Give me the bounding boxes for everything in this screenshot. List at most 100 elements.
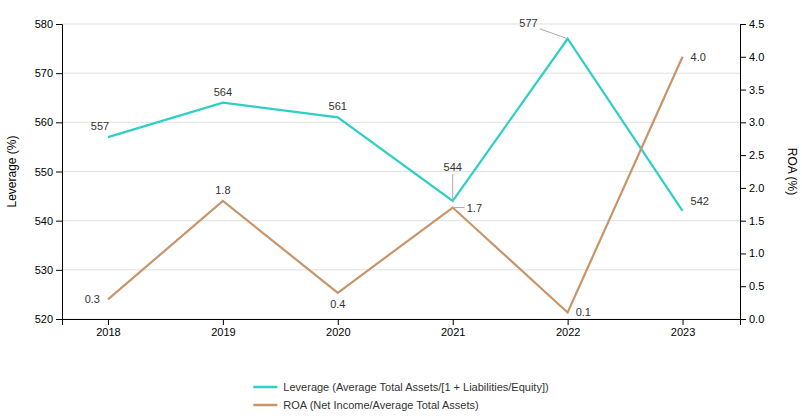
- tick-label: 520: [35, 313, 53, 325]
- tick: 2021: [441, 319, 465, 338]
- tick-mark: [338, 319, 339, 325]
- series-line: [108, 57, 683, 313]
- grid: [62, 24, 740, 319]
- axis-line: [63, 320, 741, 326]
- grid-line: [62, 24, 740, 25]
- tick: 580: [35, 18, 62, 30]
- leader-line: [540, 29, 568, 39]
- tick-label: 540: [35, 215, 53, 227]
- tick-mark: [740, 57, 746, 58]
- data-label: 561: [329, 100, 347, 112]
- tick: 0.5: [740, 280, 764, 292]
- tick-mark: [740, 90, 746, 91]
- tick-label: 2021: [441, 326, 465, 338]
- series-line: [108, 39, 683, 211]
- data-label: 0.4: [330, 298, 345, 310]
- tick-label: 4.0: [749, 51, 764, 63]
- tick-label: 2022: [556, 326, 580, 338]
- tick-mark: [56, 73, 62, 74]
- grid-line: [62, 171, 740, 172]
- tick: 3.5: [740, 84, 764, 96]
- tick-label: 1.0: [749, 247, 764, 259]
- legend-swatch: [253, 386, 277, 389]
- tick: 520: [35, 313, 62, 325]
- tick: 4.0: [740, 51, 764, 63]
- tick: 2018: [96, 319, 120, 338]
- tick-mark: [740, 319, 746, 320]
- tick: 2023: [671, 319, 695, 338]
- tick: 1.0: [740, 247, 764, 259]
- legend-swatch: [253, 404, 277, 407]
- grid-line: [62, 73, 740, 74]
- tick-label: 3.0: [749, 116, 764, 128]
- tick: 570: [35, 67, 62, 79]
- tick: 2020: [326, 319, 350, 338]
- legend-item: Leverage (Average Total Assets/[1 + Liab…: [253, 381, 548, 393]
- tick-label: 0.0: [749, 313, 764, 325]
- tick-label: 2.5: [749, 149, 764, 161]
- tick-mark: [453, 319, 454, 325]
- tick-mark: [56, 221, 62, 222]
- tick-label: 530: [35, 264, 53, 276]
- data-label: 557: [91, 120, 109, 132]
- tick-mark: [223, 319, 224, 325]
- tick-mark: [56, 319, 62, 320]
- tick: 2022: [556, 319, 580, 338]
- tick-mark: [56, 172, 62, 173]
- data-label: 564: [214, 86, 232, 98]
- tick-mark: [740, 24, 746, 25]
- y-axis-title: Leverage (%): [5, 135, 19, 207]
- axis-line: [56, 25, 63, 320]
- tick: 0.0: [740, 313, 764, 325]
- tick-mark: [740, 286, 746, 287]
- tick: 4.5: [740, 18, 764, 30]
- tick-label: 2023: [671, 326, 695, 338]
- tick-label: 4.5: [749, 18, 764, 30]
- tick-label: 550: [35, 166, 53, 178]
- tick-mark: [568, 319, 569, 325]
- tick: 3.0: [740, 116, 764, 128]
- tick-mark: [740, 253, 746, 254]
- tick-mark: [56, 122, 62, 123]
- tick: 530: [35, 264, 62, 276]
- axis-line: [741, 25, 747, 320]
- tick-label: 2019: [211, 326, 235, 338]
- tick-label: 2018: [96, 326, 120, 338]
- tick-label: 580: [35, 18, 53, 30]
- data-label: 544: [444, 161, 462, 173]
- tick-label: 2.0: [749, 182, 764, 194]
- legend: Leverage (Average Total Assets/[1 + Liab…: [253, 381, 548, 411]
- grid-line: [62, 122, 740, 123]
- tick-mark: [740, 221, 746, 222]
- y2-axis-title: ROA (%): [785, 148, 799, 195]
- tick-label: 570: [35, 67, 53, 79]
- leader-line: [452, 174, 453, 201]
- leader-line: [453, 207, 465, 208]
- legend-label: ROA (Net Income/Average Total Assets): [283, 399, 478, 411]
- grid-line: [62, 220, 740, 221]
- tick-mark: [740, 122, 746, 123]
- tick-label: 0.5: [749, 280, 764, 292]
- tick: 1.5: [740, 215, 764, 227]
- tick: 550: [35, 166, 62, 178]
- data-label: 0.1: [576, 306, 591, 318]
- data-label: 0.3: [85, 293, 100, 305]
- tick-mark: [740, 155, 746, 156]
- y2-axis: 0.0 0.5 1.0 1.5 2.0 2.5 3.0 3.5 4.0 4.5: [740, 18, 764, 325]
- data-label: 4.0: [691, 51, 706, 63]
- data-label: 577: [519, 17, 537, 29]
- tick-mark: [108, 319, 109, 325]
- tick: 2019: [211, 319, 235, 338]
- y-axis: 520 530 540 550 560 570 580: [35, 18, 63, 325]
- tick: 540: [35, 215, 62, 227]
- tick: 2.0: [740, 182, 764, 194]
- chart: 2018201920202021202220235205305405505605…: [0, 0, 802, 419]
- tick-label: 1.5: [749, 215, 764, 227]
- tick-label: 560: [35, 116, 53, 128]
- tick-mark: [740, 188, 746, 189]
- x-axis: 2018 2019 2020 2021 2022 2023: [63, 319, 741, 338]
- legend-item: ROA (Net Income/Average Total Assets): [253, 399, 478, 411]
- data-label: 1.8: [215, 184, 230, 196]
- data-labels: 5575645615445775420.31.80.41.70.14.0: [85, 17, 709, 319]
- tick: 560: [35, 116, 62, 128]
